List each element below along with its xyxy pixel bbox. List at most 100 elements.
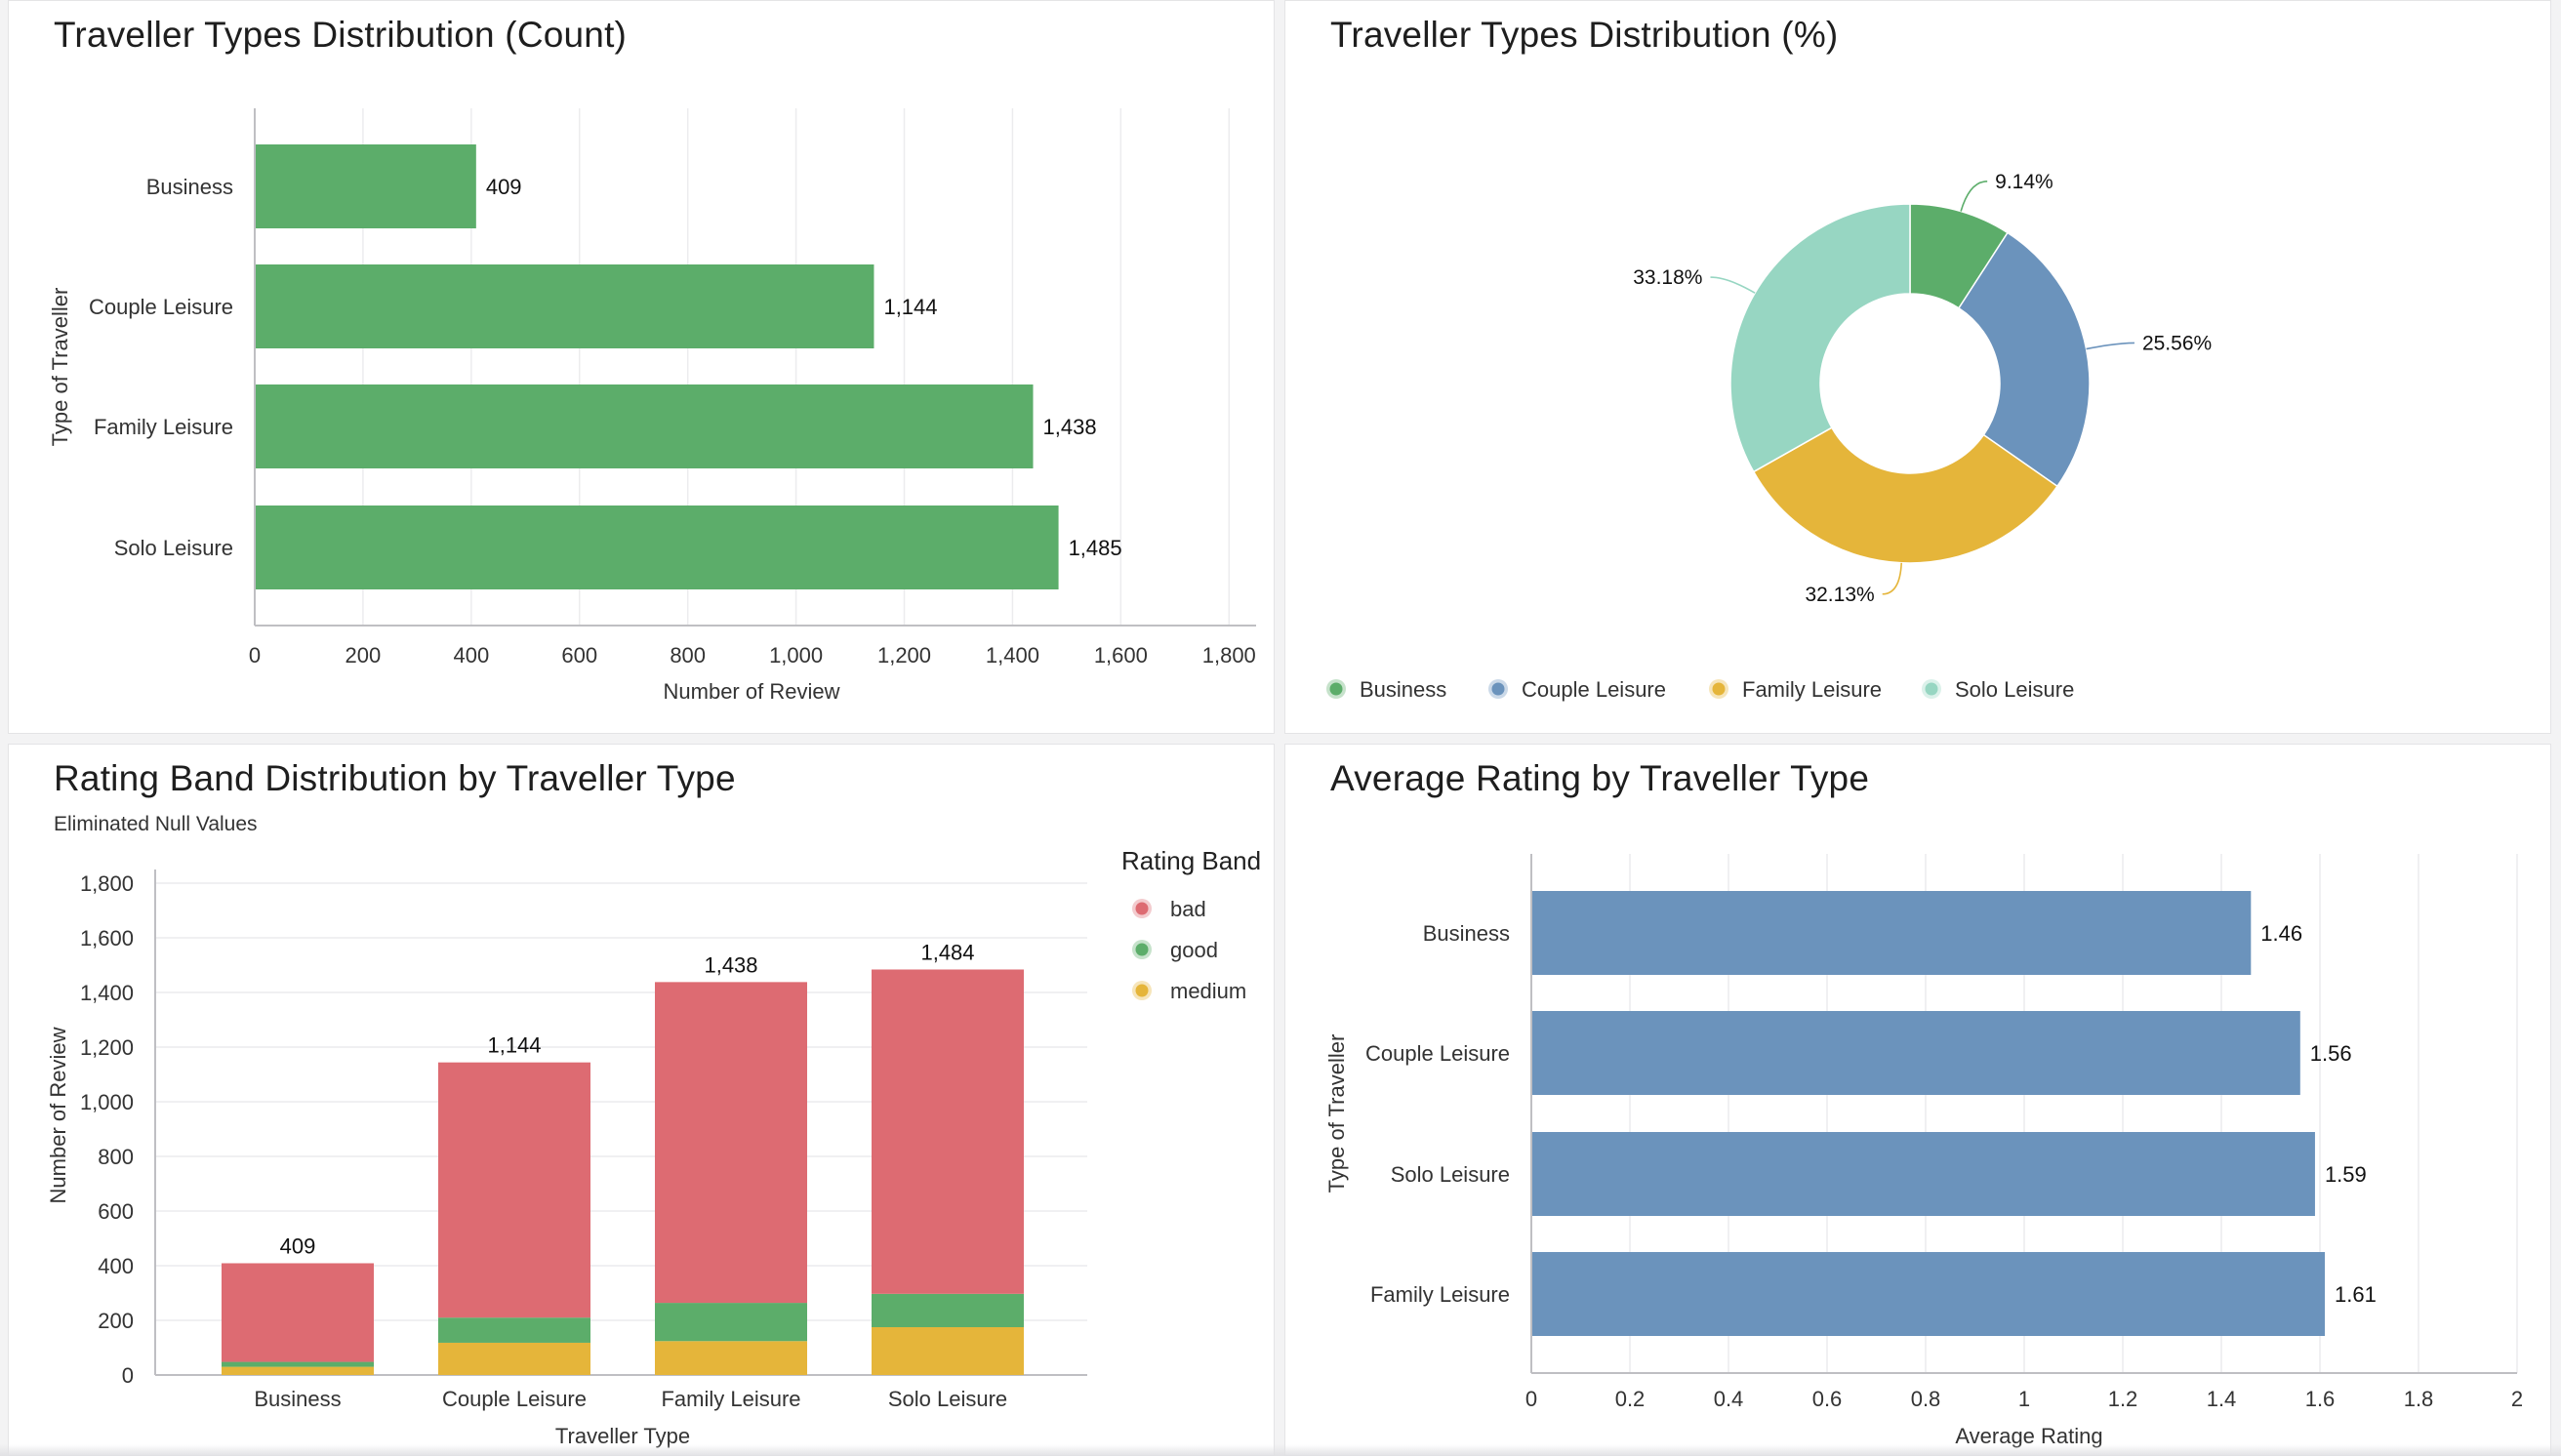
count-value-label: 1,485 — [1069, 536, 1122, 560]
band-bar-couple-leisure-good — [438, 1317, 590, 1343]
avg-category-label: Couple Leisure — [1365, 1041, 1510, 1066]
band-bar-business-medium — [222, 1366, 374, 1375]
band-category-label: Couple Leisure — [442, 1387, 587, 1411]
band-bar-solo-leisure-good — [872, 1293, 1024, 1327]
band-y-tick-label: 800 — [98, 1145, 134, 1169]
bottom-edge-shadow — [0, 1444, 2561, 1456]
avg-chart-svg: 0 0.2 0.4 0.6 0.8 1 1.2 1.4 1.6 1.8 2 Business 1.46 C… — [1324, 854, 2523, 1448]
band-bar-solo-leisure-medium — [872, 1327, 1024, 1375]
count-bar-business — [256, 144, 476, 228]
legend-marker-good — [1135, 943, 1149, 956]
band-y-axis-title: Number of Review — [46, 1027, 70, 1203]
avg-x-tick-label: 0.2 — [1615, 1387, 1646, 1411]
legend-label: Couple Leisure — [1522, 677, 1666, 702]
count-category-label: Solo Leisure — [114, 536, 233, 560]
band-total-label: 1,438 — [704, 952, 757, 977]
band-chart-panel: Rating Band Distribution by Traveller Ty… — [8, 744, 1275, 1456]
band-y-tick-label: 600 — [98, 1199, 134, 1224]
count-x-tick-label: 400 — [453, 643, 489, 667]
donut-percent-label: 9.14% — [1995, 171, 2053, 193]
count-bar-couple-leisure — [256, 264, 874, 348]
band-total-label: 409 — [280, 1234, 316, 1258]
percent-chart-panel: Traveller Types Distribution (%) 9.14% 25… — [1284, 0, 2551, 734]
count-bar-solo-leisure — [256, 506, 1059, 589]
percent-chart-svg: 9.14% 25.56% 32.13% 33.18% Business Couple Le… — [1326, 171, 2212, 702]
count-value-label: 1,438 — [1043, 415, 1097, 439]
legend-marker-business — [1329, 682, 1343, 696]
avg-bar-couple-leisure — [1532, 1011, 2300, 1095]
band-bar-couple-leisure-medium — [438, 1342, 590, 1375]
avg-category-label: Solo Leisure — [1391, 1162, 1510, 1187]
avg-chart-title: Average Rating by Traveller Type — [1330, 758, 1870, 798]
avg-bar-family-leisure — [1532, 1252, 2326, 1336]
band-chart-title: Rating Band Distribution by Traveller Ty… — [54, 758, 736, 798]
percent-chart-title: Traveller Types Distribution (%) — [1330, 15, 1839, 55]
band-bar-family-leisure-medium — [655, 1341, 807, 1375]
band-bar-couple-leisure-bad — [438, 1062, 590, 1318]
avg-x-tick-label: 1.2 — [2108, 1387, 2138, 1411]
legend-label: Business — [1360, 677, 1446, 702]
count-x-tick-label: 200 — [346, 643, 382, 667]
avg-value-label: 1.59 — [2325, 1162, 2367, 1187]
count-category-label: Family Leisure — [94, 415, 233, 439]
donut-leader-line — [2086, 342, 2134, 350]
band-y-tick-label: 1,000 — [80, 1090, 134, 1114]
band-legend-title: Rating Band — [1121, 846, 1261, 875]
band-category-label: Business — [254, 1387, 341, 1411]
avg-x-tick-label: 0.8 — [1911, 1387, 1941, 1411]
legend-label: Solo Leisure — [1955, 677, 2074, 702]
avg-category-label: Business — [1423, 921, 1510, 946]
donut-percent-label: 33.18% — [1633, 266, 1702, 289]
donut-leader-line — [1960, 181, 1988, 212]
count-bar-family-leisure — [256, 384, 1034, 468]
band-bar-family-leisure-bad — [655, 982, 807, 1304]
avg-x-tick-label: 0.4 — [1714, 1387, 1744, 1411]
count-x-axis-title: Number of Review — [664, 679, 840, 704]
avg-x-axis-title: Average Rating — [1955, 1424, 2102, 1448]
avg-x-tick-label: 0.6 — [1812, 1387, 1843, 1411]
count-x-tick-label: 1,000 — [769, 643, 823, 667]
avg-value-label: 1.56 — [2310, 1041, 2352, 1066]
avg-x-tick-label: 0 — [1525, 1387, 1537, 1411]
donut-slice-solo-leisure — [1729, 203, 1911, 473]
band-x-axis-title: Traveller Type — [555, 1424, 690, 1448]
avg-x-tick-label: 1 — [2018, 1387, 2030, 1411]
band-legend-label: medium — [1170, 979, 1246, 1003]
band-bar-business-good — [222, 1361, 374, 1367]
band-y-tick-label: 200 — [98, 1309, 134, 1333]
avg-y-axis-title: Type of Traveller — [1324, 1034, 1349, 1193]
count-x-tick-label: 1,400 — [986, 643, 1039, 667]
avg-category-label: Family Leisure — [1370, 1282, 1510, 1307]
donut-leader-line — [1882, 562, 1903, 595]
count-x-tick-label: 1,800 — [1202, 643, 1256, 667]
count-x-tick-label: 0 — [249, 643, 261, 667]
band-category-label: Family Leisure — [661, 1387, 800, 1411]
donut-slice-family-leisure — [1752, 426, 2058, 564]
avg-x-tick-label: 1.6 — [2305, 1387, 2336, 1411]
band-total-label: 1,484 — [920, 940, 974, 964]
avg-chart-panel: Average Rating by Traveller Type 0 0.2 0.4… — [1284, 744, 2551, 1456]
count-y-axis-title: Type of Traveller — [48, 288, 72, 447]
band-y-tick-label: 1,400 — [80, 981, 134, 1005]
legend-marker-family-leisure — [1712, 682, 1726, 696]
donut-percent-label: 25.56% — [2142, 332, 2212, 354]
band-legend-label: good — [1170, 938, 1218, 962]
band-legend-label: bad — [1170, 897, 1206, 921]
count-x-tick-label: 1,200 — [877, 643, 931, 667]
legend-marker-couple-leisure — [1491, 682, 1505, 696]
avg-value-label: 1.46 — [2260, 921, 2302, 946]
avg-x-tick-label: 2 — [2511, 1387, 2523, 1411]
avg-x-tick-label: 1.4 — [2207, 1387, 2237, 1411]
count-category-label: Couple Leisure — [89, 295, 233, 319]
count-chart-title: Traveller Types Distribution (Count) — [54, 15, 628, 55]
band-bar-family-leisure-good — [655, 1303, 807, 1342]
count-x-tick-label: 1,600 — [1094, 643, 1148, 667]
legend-marker-medium — [1135, 984, 1149, 997]
legend-marker-bad — [1135, 902, 1149, 915]
band-bar-business-bad — [222, 1263, 374, 1362]
avg-value-label: 1.61 — [2335, 1282, 2377, 1307]
band-chart-subtitle: Eliminated Null Values — [54, 813, 258, 835]
count-chart-svg: 0 200 400 600 800 1,000 1,200 1,400 1,600 1,800 Bu… — [48, 108, 1256, 704]
band-y-tick-label: 1,800 — [80, 871, 134, 896]
legend-label: Family Leisure — [1742, 677, 1882, 702]
